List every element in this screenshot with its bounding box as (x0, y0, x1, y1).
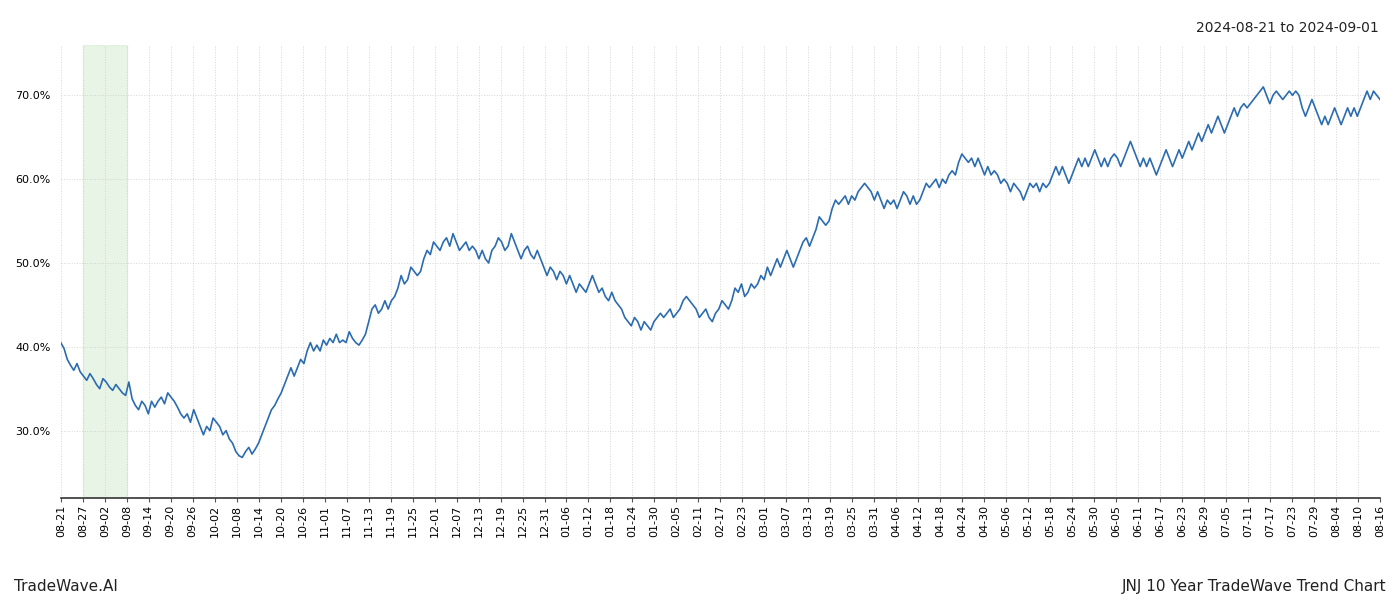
Text: TradeWave.AI: TradeWave.AI (14, 579, 118, 594)
Bar (83, 45, 127, 497)
Text: 2024-08-21 to 2024-09-01: 2024-08-21 to 2024-09-01 (1196, 21, 1379, 35)
Text: JNJ 10 Year TradeWave Trend Chart: JNJ 10 Year TradeWave Trend Chart (1121, 579, 1386, 594)
